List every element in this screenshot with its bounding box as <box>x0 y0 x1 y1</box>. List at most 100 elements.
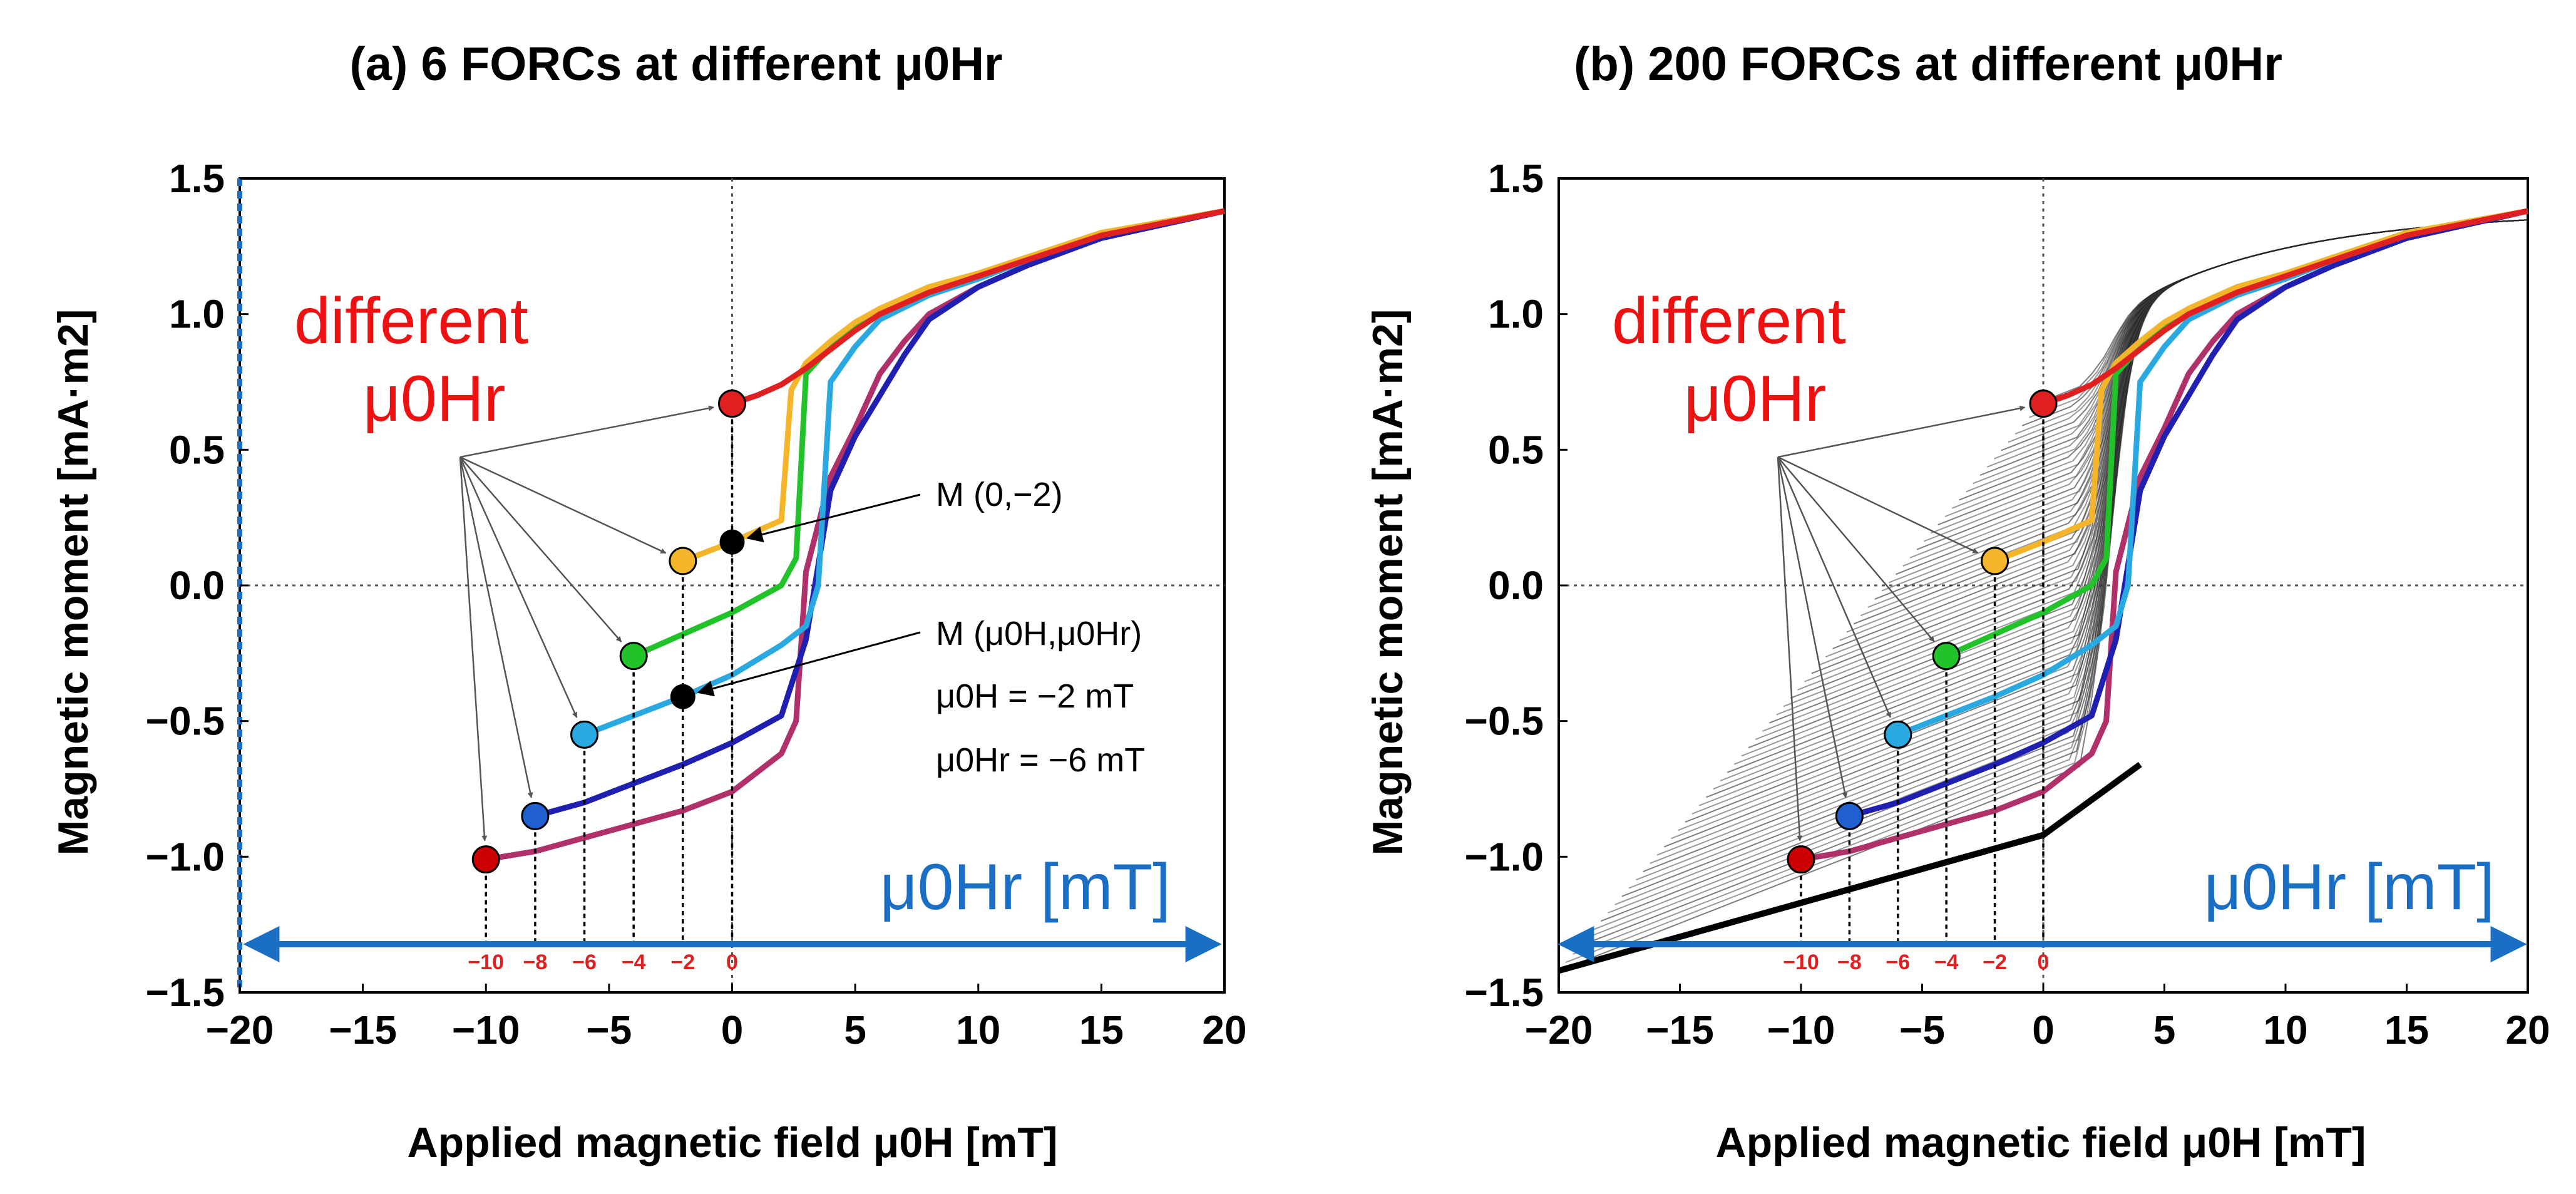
panel-b-y-axis-label: Magnetic moment [mA·m2] <box>1364 309 1412 856</box>
y-tick-label: 1.0 <box>1488 292 1544 337</box>
callout-arrow-0 <box>1777 456 1803 841</box>
hr-tick-label: 0 <box>2038 950 2050 974</box>
callout-arrow-5 <box>1777 405 2026 458</box>
panel-a-callout-arrows <box>459 405 714 841</box>
callout-arrow-1 <box>1777 456 1848 798</box>
x-tick-label: −5 <box>586 1007 632 1052</box>
y-tick-label: −0.5 <box>1465 699 1544 744</box>
y-tick-label: 0.5 <box>1488 427 1544 472</box>
panel-a-label-m-h-hr: M (μ0H,μ0Hr) <box>936 615 1142 652</box>
y-tick-label: −0.5 <box>146 699 225 744</box>
panel-b-hr-axis-label: μ0Hr [mT] <box>2204 851 2495 924</box>
panel-a-x-ticks: −20 −15 −10 −5 0 5 10 15 20 <box>206 984 1247 1052</box>
start-point-2 <box>570 720 599 749</box>
x-tick-label: −15 <box>329 1007 397 1052</box>
y-tick-label: 1.5 <box>1488 156 1544 201</box>
forc-series-5 <box>731 208 1225 406</box>
panel-a-marked-points <box>670 493 921 709</box>
callout-arrow-2 <box>1777 456 1892 718</box>
callout-arrow-1 <box>459 456 533 798</box>
panel-b-x-axis-label: Applied magnetic field μ0H [mT] <box>1715 1119 2366 1166</box>
callout-arrow-4 <box>459 456 667 554</box>
panel-a-drop-lines <box>485 403 734 945</box>
x-tick-label: −10 <box>452 1007 520 1052</box>
y-tick-label: 0.5 <box>169 427 225 472</box>
hr-tick-label: −10 <box>468 950 504 974</box>
x-tick-label: 15 <box>1079 1007 1124 1052</box>
x-tick-label: 15 <box>2384 1007 2429 1052</box>
start-point-1 <box>1835 801 1864 830</box>
x-tick-label: −20 <box>1525 1007 1593 1052</box>
hr-tick-label: 0 <box>726 950 738 974</box>
hr-tick-label: −4 <box>1934 950 1959 974</box>
start-point-1 <box>521 801 550 830</box>
x-tick-label: 20 <box>2505 1007 2550 1052</box>
panel-b-title: (b) 200 FORCs at different μ0Hr <box>1574 38 2282 91</box>
panel-a: (a) 6 FORCs at different μ0Hr −20 −15 −10−… <box>49 38 1247 1166</box>
y-tick-label: 1.0 <box>169 292 225 337</box>
start-point-3 <box>1932 642 1961 671</box>
y-tick-label: −1.5 <box>146 970 225 1015</box>
x-tick-label: −5 <box>1899 1007 1945 1052</box>
panel-a-y-ticks: 1.5 1.0 0.5 0.0 −0.5 −1.0 −1.5 <box>146 156 249 1015</box>
start-point-4 <box>669 547 697 575</box>
hr-tick-label: −10 <box>1783 950 1819 974</box>
panel-b-callout-line1: different <box>1612 285 1846 358</box>
hr-tick-label: −8 <box>523 950 548 974</box>
hr-tick-label: −6 <box>572 950 597 974</box>
panel-b-forc-curves <box>1800 208 2528 863</box>
panel-b-x-ticks: −20 −15 −10 −5 0 5 10 15 20 <box>1525 984 2550 1052</box>
start-point-2 <box>1884 720 1912 749</box>
panel-b: (b) 200 FORCs at different μ0Hr −20 −15 −1… <box>1364 38 2550 1166</box>
hr-tick-label: −2 <box>670 950 695 974</box>
panel-b-drop-lines <box>1800 403 2045 945</box>
forc-series-1 <box>534 208 1225 819</box>
panel-b-start-points <box>1787 389 2058 874</box>
start-point-3 <box>619 642 648 671</box>
y-tick-label: −1.0 <box>146 834 225 879</box>
panel-a-annotation-mu0h: μ0H = −2 mT <box>936 677 1134 715</box>
hr-tick-label: −4 <box>622 950 646 974</box>
panel-b-callout-line2: μ0Hr <box>1684 363 1827 435</box>
x-tick-label: 5 <box>2153 1007 2176 1052</box>
start-point-5 <box>718 389 746 418</box>
start-point-4 <box>1981 547 2009 575</box>
x-tick-label: −15 <box>1646 1007 1714 1052</box>
marked-point-arrow-0 <box>746 493 921 543</box>
start-point-5 <box>2029 389 2058 418</box>
callout-arrow-4 <box>1777 456 1979 554</box>
y-tick-label: 0.0 <box>169 563 225 608</box>
panel-b-callout-arrows <box>1777 405 2026 841</box>
x-tick-label: 0 <box>2032 1007 2055 1052</box>
forc-series-1 <box>1849 208 2528 819</box>
panel-a-y-axis-label: Magnetic moment [mA·m2] <box>49 309 97 856</box>
callout-arrow-2 <box>459 456 578 718</box>
callout-arrow-5 <box>459 405 714 458</box>
hr-tick-label: −6 <box>1886 950 1910 974</box>
marked-point-1 <box>670 684 695 709</box>
start-point-0 <box>1787 845 1815 874</box>
marked-point-arrow-1 <box>697 631 921 697</box>
panel-a-x-axis-label: Applied magnetic field μ0H [mT] <box>407 1119 1057 1166</box>
panel-a-annotation-mu0hr: μ0Hr = −6 mT <box>936 741 1145 779</box>
x-tick-label: 20 <box>1202 1007 1246 1052</box>
x-tick-label: 5 <box>844 1007 866 1052</box>
hr-tick-label: −8 <box>1837 950 1862 974</box>
panel-a-hr-axis-label: μ0Hr [mT] <box>880 851 1171 924</box>
forc-series-5 <box>2042 208 2528 406</box>
x-tick-label: 10 <box>956 1007 1000 1052</box>
x-tick-label: −10 <box>1767 1007 1835 1052</box>
panel-b-y-ticks: 1.5 1.0 0.5 0.0 −0.5 −1.0 −1.5 <box>1465 156 1568 1015</box>
start-point-0 <box>471 845 500 874</box>
panel-a-callout-line2: μ0Hr <box>363 363 506 435</box>
marked-point-0 <box>719 529 745 555</box>
callout-arrow-0 <box>459 456 488 841</box>
y-tick-label: 0.0 <box>1488 563 1544 608</box>
callout-arrow-3 <box>1777 456 1935 642</box>
hr-tick-label: −2 <box>1983 950 2007 974</box>
y-tick-label: −1.5 <box>1465 970 1544 1015</box>
panel-a-callout-line1: different <box>294 285 528 358</box>
x-tick-label: 0 <box>721 1007 744 1052</box>
panel-a-start-points <box>471 389 746 874</box>
